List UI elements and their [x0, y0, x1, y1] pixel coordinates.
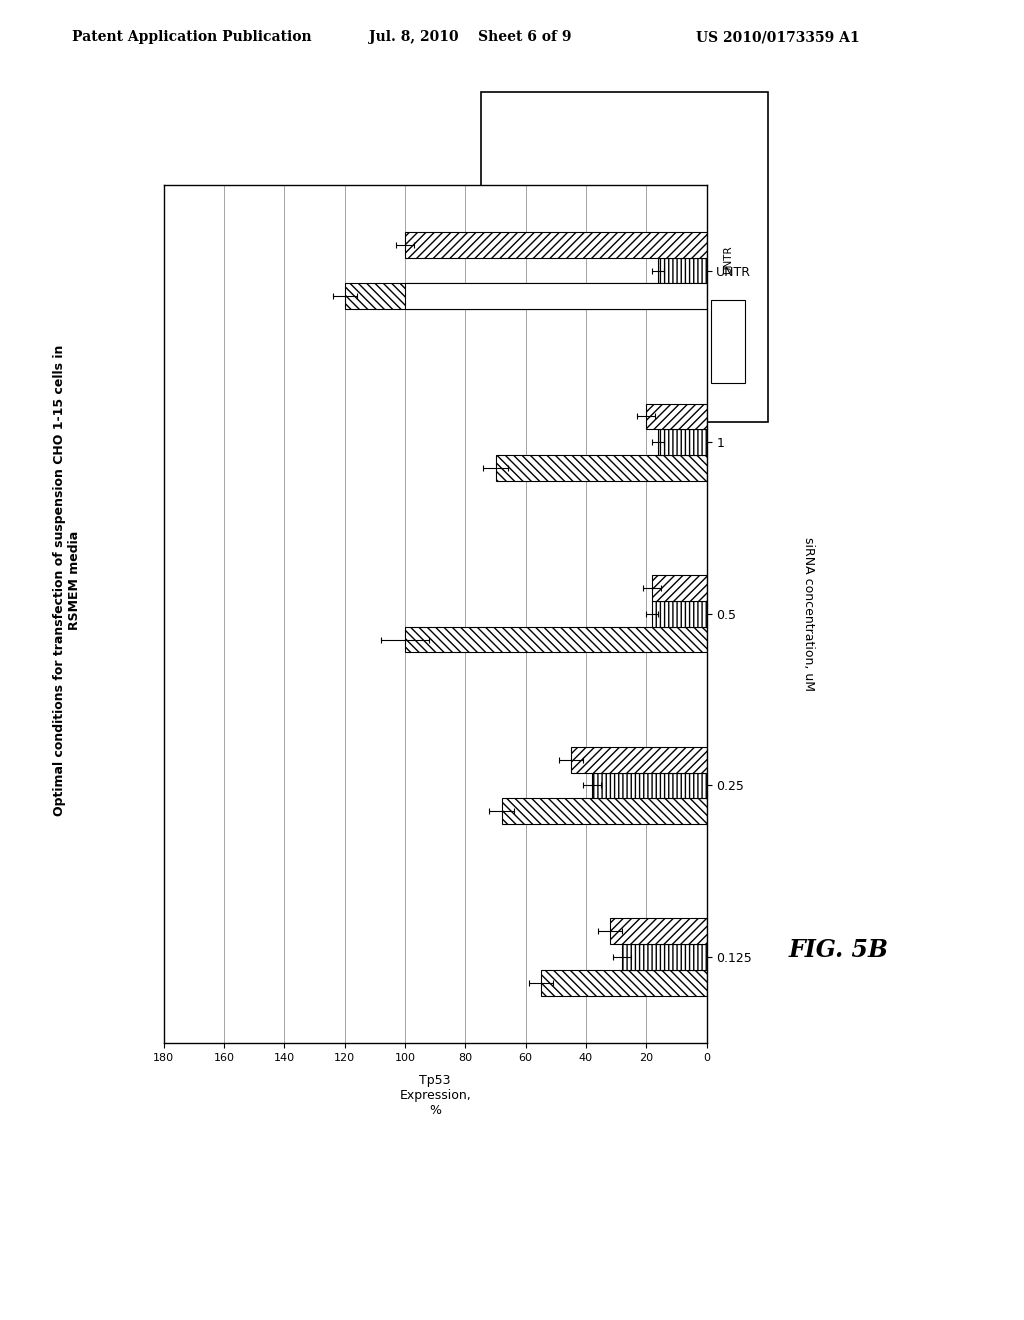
Text: TP53 siRNA #1: TP53 siRNA #1 — [586, 195, 595, 273]
Bar — [610, 919, 707, 944]
Bar — [502, 799, 707, 824]
Text: Patent Application Publication: Patent Application Publication — [72, 30, 311, 45]
Text: UNTR: UNTR — [723, 246, 733, 273]
Bar — [571, 747, 707, 772]
Bar — [496, 455, 707, 480]
Text: Optimal conditions for transfection of suspension CHO 1-15 cells in
RSMEM media: Optimal conditions for transfection of s… — [52, 345, 81, 817]
Bar — [652, 576, 707, 601]
Text: Jul. 8, 2010    Sheet 6 of 9: Jul. 8, 2010 Sheet 6 of 9 — [369, 30, 571, 45]
Bar — [406, 232, 707, 257]
Bar — [406, 627, 707, 652]
Text: TP53 siRNA #2: TP53 siRNA #2 — [654, 195, 664, 273]
Bar — [658, 429, 707, 455]
Bar — [711, 300, 745, 383]
Bar — [573, 300, 607, 383]
Text: Control siRNA: Control siRNA — [516, 202, 526, 273]
Bar — [652, 601, 707, 627]
Bar — [541, 970, 707, 995]
Y-axis label: siRNA concentration, uM: siRNA concentration, uM — [802, 537, 814, 690]
Bar — [642, 300, 676, 383]
Text: US 2010/0173359 A1: US 2010/0173359 A1 — [696, 30, 860, 45]
Text: FIG. 5B: FIG. 5B — [788, 939, 889, 962]
Bar — [623, 944, 707, 970]
Bar — [345, 284, 707, 309]
X-axis label: Tp53
Expression,
%: Tp53 Expression, % — [399, 1073, 471, 1117]
Bar — [504, 300, 539, 383]
Bar — [658, 257, 707, 284]
Bar — [406, 284, 707, 309]
Bar — [592, 772, 707, 799]
Bar — [646, 404, 707, 429]
